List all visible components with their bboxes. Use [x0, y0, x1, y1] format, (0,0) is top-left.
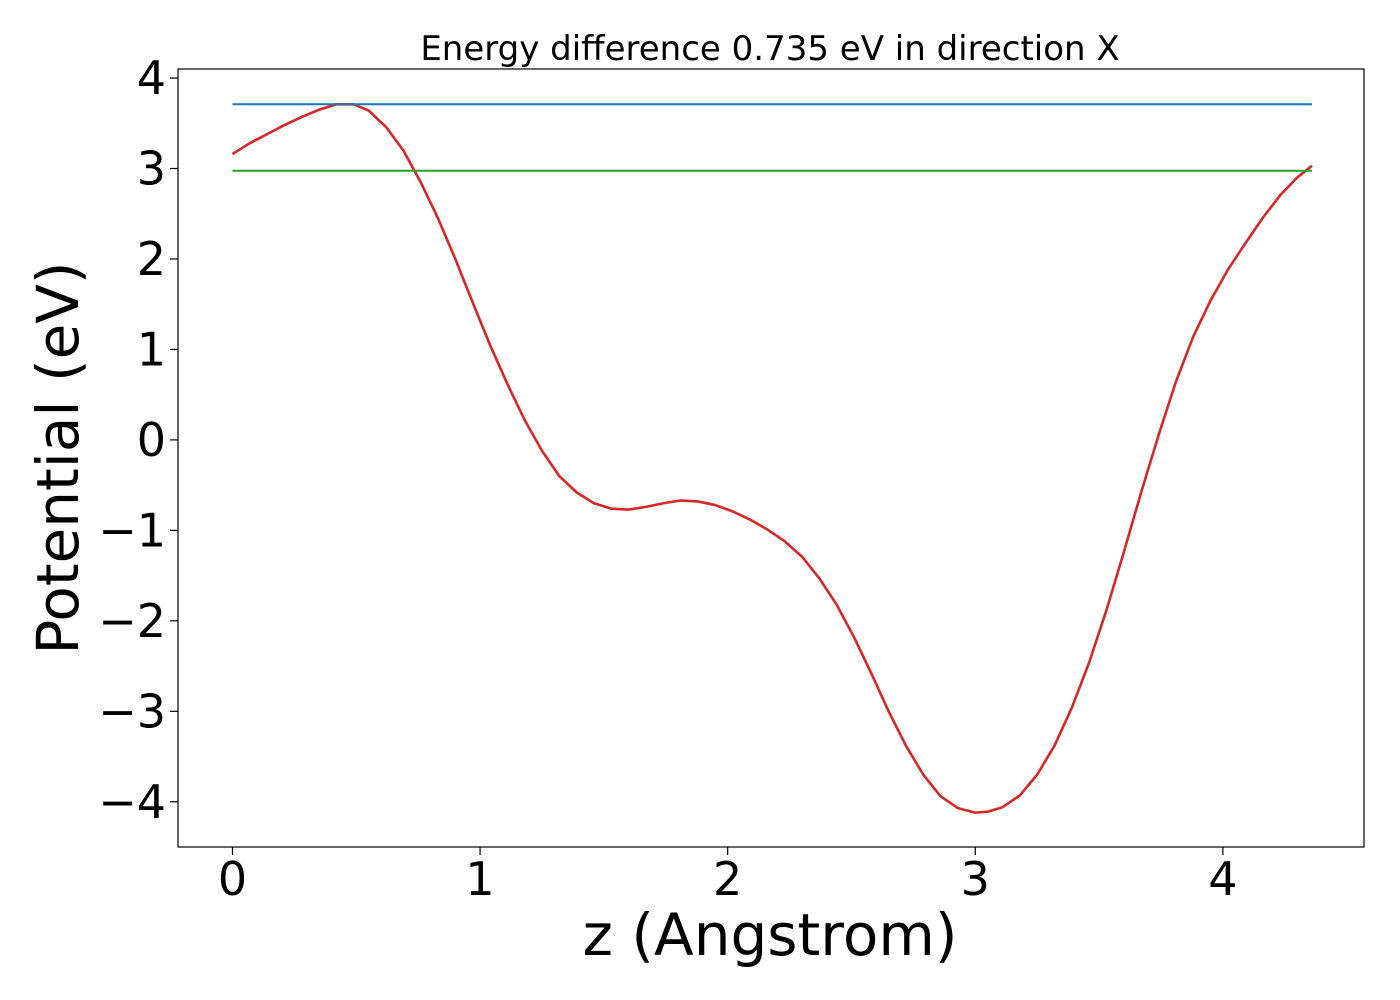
series-line-0	[231, 102, 1313, 814]
plot-area-frame	[177, 68, 1365, 848]
x-axis-label: z (Angstrom)	[583, 901, 958, 969]
chart-title: Energy difference 0.735 eV in direction …	[420, 29, 1119, 69]
x-tick-label: 4	[1208, 852, 1237, 906]
y-axis-ticks: 4 3 2 1 0 −1 −2 −3 −4	[98, 51, 178, 829]
y-axis-label: Potential (eV)	[24, 261, 92, 654]
y-tick-label: −4	[98, 775, 166, 829]
x-tick-label: 2	[713, 852, 742, 906]
x-tick-label: 3	[961, 852, 990, 906]
y-tick-label: −2	[98, 594, 166, 648]
y-tick-label: −3	[98, 684, 166, 738]
y-tick-label: −1	[98, 503, 166, 557]
y-tick-label: 2	[137, 232, 166, 286]
y-tick-label: 1	[137, 322, 166, 376]
x-tick-label: 0	[218, 852, 247, 906]
y-tick-label: 0	[137, 413, 166, 467]
y-tick-label: 4	[137, 51, 166, 105]
x-tick-label: 1	[465, 852, 494, 906]
x-axis-ticks: 0 1 2 3 4	[218, 847, 1238, 906]
series-layer	[231, 102, 1313, 814]
y-tick-label: 3	[137, 142, 166, 196]
